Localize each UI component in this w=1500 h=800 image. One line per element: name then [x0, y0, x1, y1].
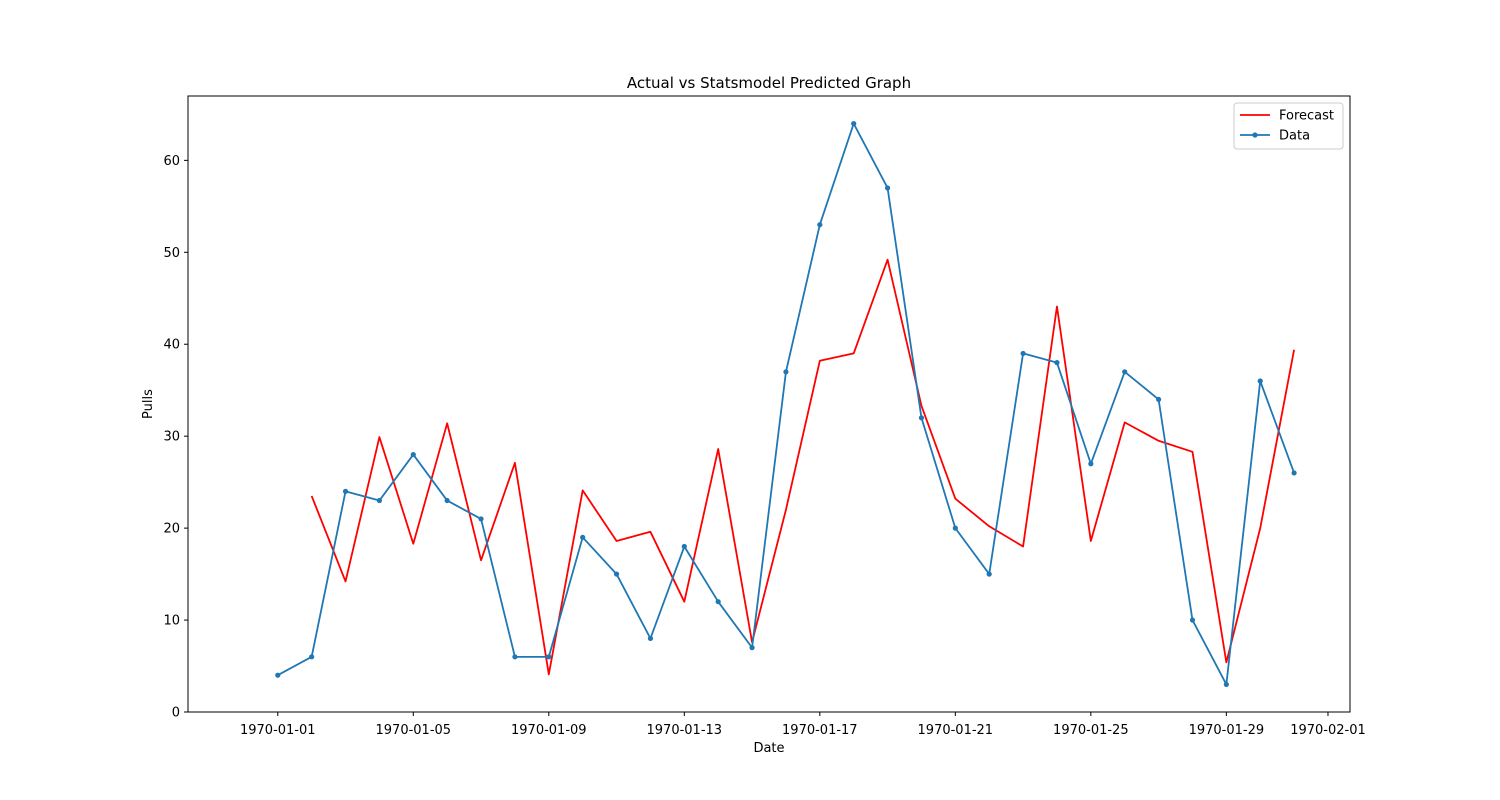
y-tick-label: 30: [163, 430, 180, 445]
data-point: [1155, 396, 1162, 403]
x-tick-label: 1970-02-01: [1290, 723, 1366, 738]
x-tick-label: 1970-01-09: [511, 723, 587, 738]
legend-marker-data: [1252, 132, 1258, 138]
data-point: [1054, 360, 1060, 366]
x-axis-title: Date: [753, 741, 784, 756]
axis-ticks: 0 10 20 30 40 50 60 1970-01-01 1970-01-05 1970-01…: [163, 154, 1365, 738]
y-tick-label: 20: [163, 522, 180, 537]
data-point: [410, 451, 416, 458]
y-tick-label: 10: [163, 614, 180, 629]
plot-series: [275, 120, 1297, 688]
data-point: [1122, 369, 1128, 375]
data-point: [952, 525, 958, 531]
data-point: [613, 571, 620, 577]
forecast-series-line: [310, 258, 1295, 676]
x-tick-label: 1970-01-13: [647, 723, 723, 738]
chart-title: Actual vs Statsmodel Predicted Graph: [627, 74, 911, 92]
y-axis-title: Pulls: [141, 389, 156, 419]
data-point: [715, 599, 721, 605]
y-tick-label: 60: [163, 154, 180, 169]
data-point: [817, 222, 823, 228]
y-tick-label: 50: [163, 246, 180, 261]
legend-label-forecast: Forecast: [1279, 109, 1334, 124]
data-point: [376, 497, 383, 504]
data-point: [1020, 350, 1026, 357]
data-point: [1223, 681, 1229, 688]
plot-frame: [187, 95, 1351, 713]
data-point: [986, 571, 992, 577]
y-tick-label: 40: [163, 338, 180, 353]
x-tick-label: 1970-01-21: [918, 723, 994, 738]
data-point: [749, 645, 755, 651]
data-point: [884, 185, 891, 191]
data-point: [1257, 378, 1263, 384]
data-point: [681, 543, 687, 550]
data-point: [275, 672, 281, 678]
data-point: [1189, 617, 1196, 623]
data-point: [1088, 461, 1094, 467]
data-point: [647, 635, 654, 642]
x-tick-label: 1970-01-29: [1189, 723, 1265, 738]
data-point: [512, 654, 518, 660]
data-point: [783, 369, 789, 375]
data-point: [309, 654, 315, 660]
data-point: [342, 488, 349, 494]
data-point: [1291, 470, 1297, 476]
data-point: [918, 415, 925, 421]
legend-label-data: Data: [1279, 129, 1310, 144]
data-point: [444, 497, 450, 504]
x-tick-label: 1970-01-05: [376, 723, 452, 738]
y-tick-label: 0: [172, 706, 180, 721]
x-tick-label: 1970-01-01: [240, 723, 316, 738]
data-series-line: [277, 122, 1295, 686]
legend: Forecast Data: [1233, 102, 1344, 150]
data-point: [546, 654, 552, 660]
data-point: [851, 120, 857, 127]
data-point: [580, 534, 586, 540]
x-tick-label: 1970-01-25: [1053, 723, 1129, 738]
x-tick-label: 1970-01-17: [782, 723, 858, 738]
data-point: [478, 516, 484, 522]
